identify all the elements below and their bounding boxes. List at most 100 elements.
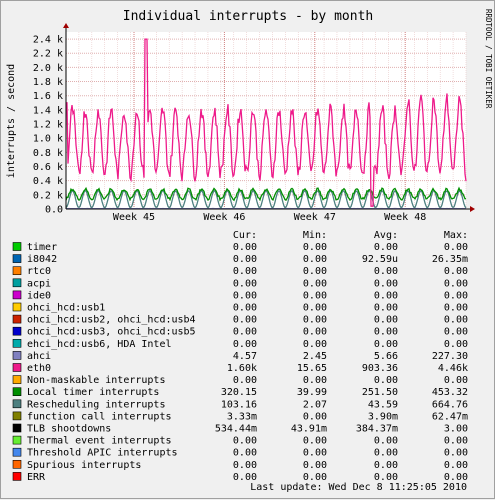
legend-swatch [13,424,21,432]
legend-avg: 0.00 [374,375,398,386]
legend-max: 3.00 [444,424,468,435]
legend-max: 0.00 [444,315,468,326]
legend-swatch [13,400,21,408]
legend-cur: 1.60k [227,363,257,374]
legend-cur: 0.00 [233,290,257,301]
legend-max: 0.00 [444,266,468,277]
y-tick-label: 0.4 k [33,176,63,187]
y-tick-label: 0.0 [45,205,63,216]
legend-name: rtc0 [27,266,51,277]
y-tick-label: 0.8 k [33,148,63,159]
y-tick-label: 0.2 k [33,190,63,201]
legend-cur: 3.33m [227,411,257,422]
legend-cur: 103.16 [221,399,257,410]
legend-avg: 0.00 [374,278,398,289]
legend-cur: 0.00 [233,327,257,338]
legend-avg: 384.37m [356,424,398,435]
legend-cur: 0.00 [233,278,257,289]
legend-cur: 0.00 [233,448,257,459]
legend-swatch [13,472,21,480]
legend-max: 0.00 [444,278,468,289]
legend-max: 0.00 [444,460,468,471]
legend-cur: 0.00 [233,254,257,265]
y-tick-label: 1.0 k [33,134,63,145]
legend-max: 0.00 [444,436,468,447]
legend-name: acpi [27,278,51,289]
y-axis-arrow [63,23,69,28]
legend-cur: 534.44m [215,424,257,435]
legend-max: 0.00 [444,375,468,386]
legend-name: TLB shootdowns [27,424,111,435]
legend-swatch [13,315,21,323]
legend-min: 43.91m [291,424,327,435]
legend-cur: 0.00 [233,339,257,350]
legend-min: 0.00 [303,266,327,277]
legend-cur: 0.00 [233,436,257,447]
legend-max: 227.30 [432,351,468,362]
x-tick-label: Week 47 [294,212,336,223]
legend-swatch [13,412,21,420]
legend-name: Spurious interrupts [27,460,141,471]
legend-avg: 0.00 [374,327,398,338]
watermark: RRDTOOL / TOBI OETIKER [484,9,493,109]
legend-min: 0.00 [303,254,327,265]
legend-cur: 4.57 [233,351,257,362]
legend-name: Threshold APIC interrupts [27,448,178,459]
legend-max: 4.46k [438,363,468,374]
legend-swatch [13,460,21,468]
y-tick-label: 2.4 k [33,35,63,46]
legend-avg: 0.00 [374,290,398,301]
chart-title: Individual interrupts - by month [123,9,373,24]
legend-min: 0.00 [303,339,327,350]
legend-swatch [13,448,21,456]
legend-avg: 251.50 [362,387,398,398]
legend-min: 0.00 [303,448,327,459]
legend-cur: 0.00 [233,242,257,253]
legend-cur: 0.00 [233,460,257,471]
legend-min: 2.45 [303,351,327,362]
y-axis-label: interrupts / second [6,64,17,178]
legend-cur: 0.00 [233,266,257,277]
legend-name: eth0 [27,363,51,374]
plot-area: 0.00.2 k0.4 k0.6 k0.8 k1.0 k1.2 k1.4 k1.… [33,23,475,223]
legend-header-min: Min: [303,230,327,241]
legend-avg: 0.00 [374,242,398,253]
legend-min: 2.07 [303,399,327,410]
legend-cur: 0.00 [233,303,257,314]
x-tick-label: Week 45 [113,212,155,223]
legend-swatch [13,388,21,396]
legend-swatch [13,327,21,335]
y-tick-label: 2.0 k [33,63,63,74]
legend-swatch [13,255,21,263]
legend-name: i8042 [27,254,57,265]
legend-max: 26.35m [432,254,468,265]
legend-avg: 3.90m [368,411,398,422]
y-tick-label: 2.2 k [33,49,63,60]
last-update: Last update: Wed Dec 8 11:25:05 2010 [250,482,467,493]
legend-swatch [13,436,21,444]
x-tick-label: Week 46 [203,212,245,223]
legend-name: function call interrupts [27,411,172,422]
legend-swatch [13,243,21,251]
legend-swatch [13,364,21,372]
legend-swatch [13,339,21,347]
legend-swatch [13,291,21,299]
legend-avg: 0.00 [374,303,398,314]
legend-swatch [13,279,21,287]
legend-name: ohci_hcd:usb1 [27,303,105,314]
legend-name: ide0 [27,290,51,301]
legend-header-max: Max: [444,230,468,241]
y-tick-label: 0.6 k [33,162,63,173]
y-tick-label: 1.2 k [33,120,63,131]
